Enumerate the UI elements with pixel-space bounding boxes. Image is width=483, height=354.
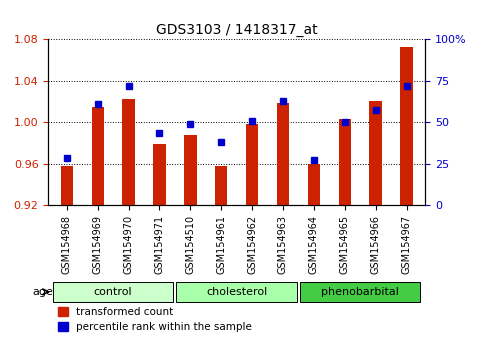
Bar: [308, 164, 320, 205]
Bar: [369, 101, 382, 205]
FancyBboxPatch shape: [53, 282, 173, 302]
Text: phenobarbital: phenobarbital: [321, 287, 399, 297]
Text: control: control: [94, 287, 132, 297]
Text: cholesterol: cholesterol: [206, 287, 267, 297]
Text: agent: agent: [32, 287, 64, 297]
FancyBboxPatch shape: [176, 282, 297, 302]
FancyBboxPatch shape: [300, 282, 420, 302]
Bar: [153, 144, 166, 205]
Bar: [92, 107, 104, 205]
Bar: [339, 119, 351, 205]
Bar: [122, 99, 135, 205]
Legend: transformed count, percentile rank within the sample: transformed count, percentile rank withi…: [54, 303, 256, 337]
Bar: [400, 47, 412, 205]
Bar: [215, 166, 227, 205]
Bar: [277, 103, 289, 205]
Bar: [184, 135, 197, 205]
Bar: [246, 124, 258, 205]
Title: GDS3103 / 1418317_at: GDS3103 / 1418317_at: [156, 23, 317, 36]
Bar: [61, 166, 73, 205]
